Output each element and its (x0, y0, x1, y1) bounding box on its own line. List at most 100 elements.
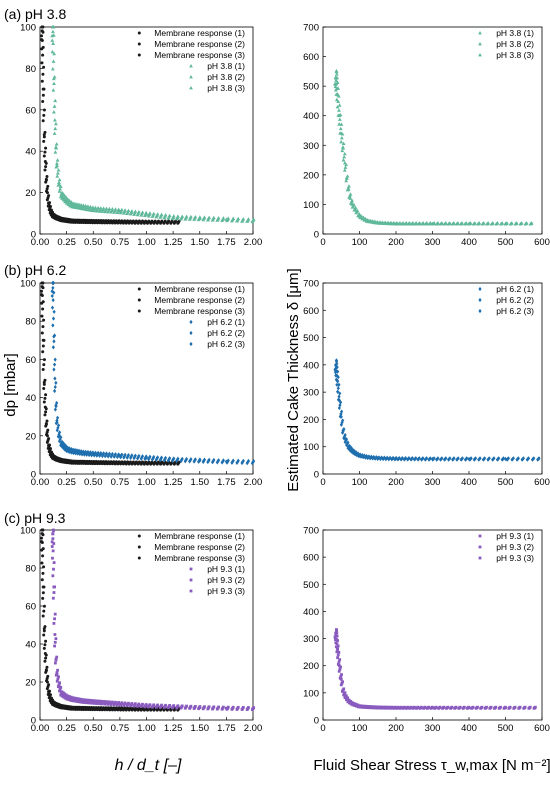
sample-point (349, 445, 353, 450)
y-tick-label: 100 (303, 688, 319, 699)
sample-point (52, 367, 56, 372)
sample-point (382, 455, 387, 460)
sample-point (113, 453, 117, 458)
sample-point (460, 221, 464, 225)
x-tick-label: 0.75 (111, 237, 130, 248)
membrane-point (48, 689, 52, 693)
sample-point (140, 210, 145, 214)
sample-point (468, 221, 473, 225)
sample-point (104, 451, 109, 456)
sample-point (68, 698, 72, 702)
membrane-point (83, 705, 87, 709)
membrane-point (128, 219, 132, 223)
sample-point (198, 457, 202, 462)
legend-label: Membrane response (2) (154, 39, 245, 49)
y-tick-label: 60 (25, 105, 36, 116)
legend-marker (137, 53, 141, 57)
x-tick-label: 1.75 (217, 237, 236, 248)
sample-point (388, 455, 392, 460)
membrane-point (45, 175, 49, 179)
sample-point (53, 407, 57, 412)
membrane-point (42, 154, 46, 158)
membrane-point (87, 218, 91, 222)
membrane-point (83, 459, 87, 463)
membrane-point (46, 428, 50, 432)
sample-point (52, 104, 57, 108)
sample-point (335, 650, 339, 654)
sample-point (369, 454, 373, 459)
sample-point (55, 679, 59, 683)
sample-point (64, 695, 68, 698)
sample-point (110, 207, 115, 211)
x-tick-label: 600 (534, 237, 550, 248)
sample-point (404, 221, 409, 225)
sample-point (112, 454, 116, 459)
membrane-point (44, 407, 48, 411)
membrane-point (156, 219, 160, 223)
sample-point (424, 456, 429, 461)
sample-point (116, 453, 120, 458)
legend-marker (137, 309, 141, 313)
sample-point (469, 456, 473, 461)
sample-point (52, 51, 57, 56)
sample-point (341, 145, 345, 149)
sample-point (129, 209, 134, 213)
sample-point (342, 427, 346, 432)
sample-point (54, 637, 58, 641)
sample-point (336, 663, 340, 666)
sample-point (114, 700, 117, 704)
membrane-point (134, 219, 138, 223)
sample-point (374, 705, 378, 709)
membrane-point (41, 45, 45, 49)
membrane-point (45, 187, 49, 191)
x-tick-label: 1.00 (137, 723, 156, 734)
membrane-point (126, 706, 130, 710)
y-tick-label: 500 (303, 580, 319, 591)
sample-point (336, 386, 340, 391)
sample-point (176, 704, 180, 708)
y-tick-label: 0 (314, 230, 319, 241)
sample-point (130, 702, 134, 705)
y-tick-label: 40 (25, 640, 36, 651)
sample-point (55, 671, 59, 675)
membrane-point (137, 219, 141, 223)
sample-point (96, 450, 100, 455)
x-tick-label: 100 (352, 723, 368, 734)
sample-point (334, 78, 339, 82)
sample-point (380, 220, 385, 224)
legend-label: pH 3.8 (2) (496, 39, 534, 49)
sample-point (337, 382, 341, 387)
sample-point (76, 450, 80, 455)
sample-point (236, 458, 240, 463)
sample-point (52, 110, 56, 114)
membrane-point (45, 419, 49, 423)
x-tick-label: 0.25 (57, 723, 76, 734)
y-tick-label: 200 (303, 170, 319, 181)
x-tick-label: 200 (388, 723, 404, 734)
membrane-point (40, 561, 44, 565)
sample-point (54, 146, 58, 150)
membrane-point (39, 289, 43, 293)
sample-point (359, 214, 364, 218)
sample-point (347, 443, 352, 448)
sample-point (338, 658, 342, 662)
sample-point (360, 453, 364, 458)
sample-point (343, 165, 348, 169)
sample-point (84, 449, 88, 454)
sample-point (69, 448, 73, 453)
sample-point (130, 453, 134, 458)
sample-point (58, 430, 62, 435)
sample-point (430, 705, 434, 709)
sample-point (108, 700, 111, 704)
sample-point (336, 375, 340, 380)
sample-point (336, 369, 340, 374)
sample-point (335, 642, 339, 646)
sample-point (337, 117, 342, 121)
membrane-point (43, 378, 47, 382)
legend-marker (189, 341, 193, 347)
sample-point (59, 686, 63, 689)
sample-point (339, 422, 343, 427)
x-tick-label: 0 (320, 477, 325, 488)
sample-point (141, 702, 144, 706)
sample-point (375, 220, 380, 224)
